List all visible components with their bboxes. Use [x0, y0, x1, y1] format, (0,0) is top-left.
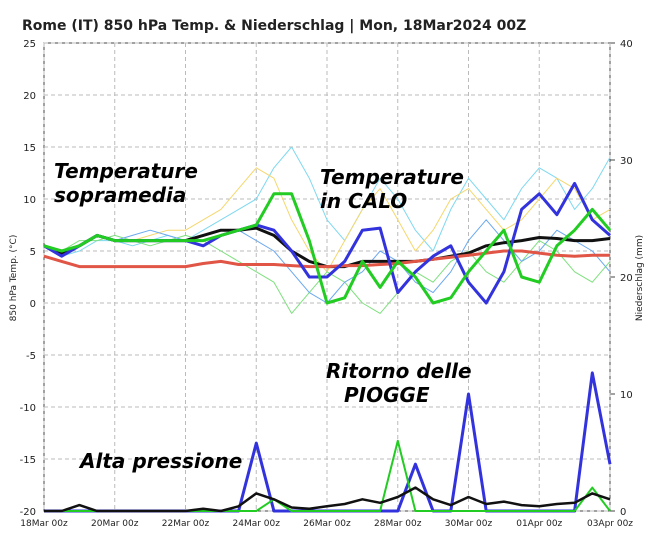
series-line: [44, 486, 611, 513]
annotation: sopramedia: [54, 183, 186, 207]
y2-tick-label: 30: [620, 156, 633, 167]
y-tick-label: -10: [20, 403, 36, 414]
series-line: [43, 249, 610, 269]
series-line: [43, 146, 611, 257]
x-tick-label: 18Mar 00z: [20, 519, 68, 529]
x-tick-label: 28Mar 00z: [374, 519, 422, 529]
y-tick-label: 20: [23, 91, 36, 102]
y2-tick-label: 0: [620, 507, 626, 518]
x-tick-label: 03Apr 00z: [587, 519, 633, 529]
x-tick-label: 20Mar 00z: [91, 519, 139, 529]
annotation: in CALO: [320, 189, 407, 213]
y-tick-label: -20: [20, 507, 36, 518]
series-line: [43, 234, 611, 314]
y-tick-label: 0: [30, 299, 36, 310]
y2-tick-label: 20: [620, 273, 633, 284]
x-tick-label: 24Mar 00z: [233, 519, 281, 529]
y-tick-label: 25: [23, 39, 36, 50]
chart-title: Rome (IT) 850 hPa Temp. & Niederschlag |…: [22, 18, 526, 34]
y-tick-label: -5: [26, 351, 36, 362]
y2-tick-label: 40: [620, 39, 633, 50]
y2-axis-label: Niederschlag (mm): [635, 235, 645, 321]
y-axis-label: 850 hPa Temp. (°C): [9, 235, 19, 322]
x-tick-label: 01Apr 00z: [516, 519, 562, 529]
y-tick-label: 15: [23, 143, 36, 154]
y2-tick-label: 10: [620, 390, 633, 401]
y-tick-label: -15: [20, 455, 36, 466]
y-tick-label: 10: [23, 195, 36, 206]
x-tick-label: 26Mar 00z: [303, 519, 351, 529]
x-tick-label: 30Mar 00z: [445, 519, 493, 529]
annotation: Temperature: [320, 165, 464, 189]
y-tick-label: 5: [30, 247, 36, 258]
series-line: [43, 192, 612, 305]
x-tick-label: 22Mar 00z: [162, 519, 210, 529]
annotation: Ritorno delle: [326, 359, 472, 383]
annotation: Alta pressione: [78, 449, 242, 473]
annotation: Temperature: [54, 159, 198, 183]
annotation: PIOGGE: [344, 383, 430, 407]
